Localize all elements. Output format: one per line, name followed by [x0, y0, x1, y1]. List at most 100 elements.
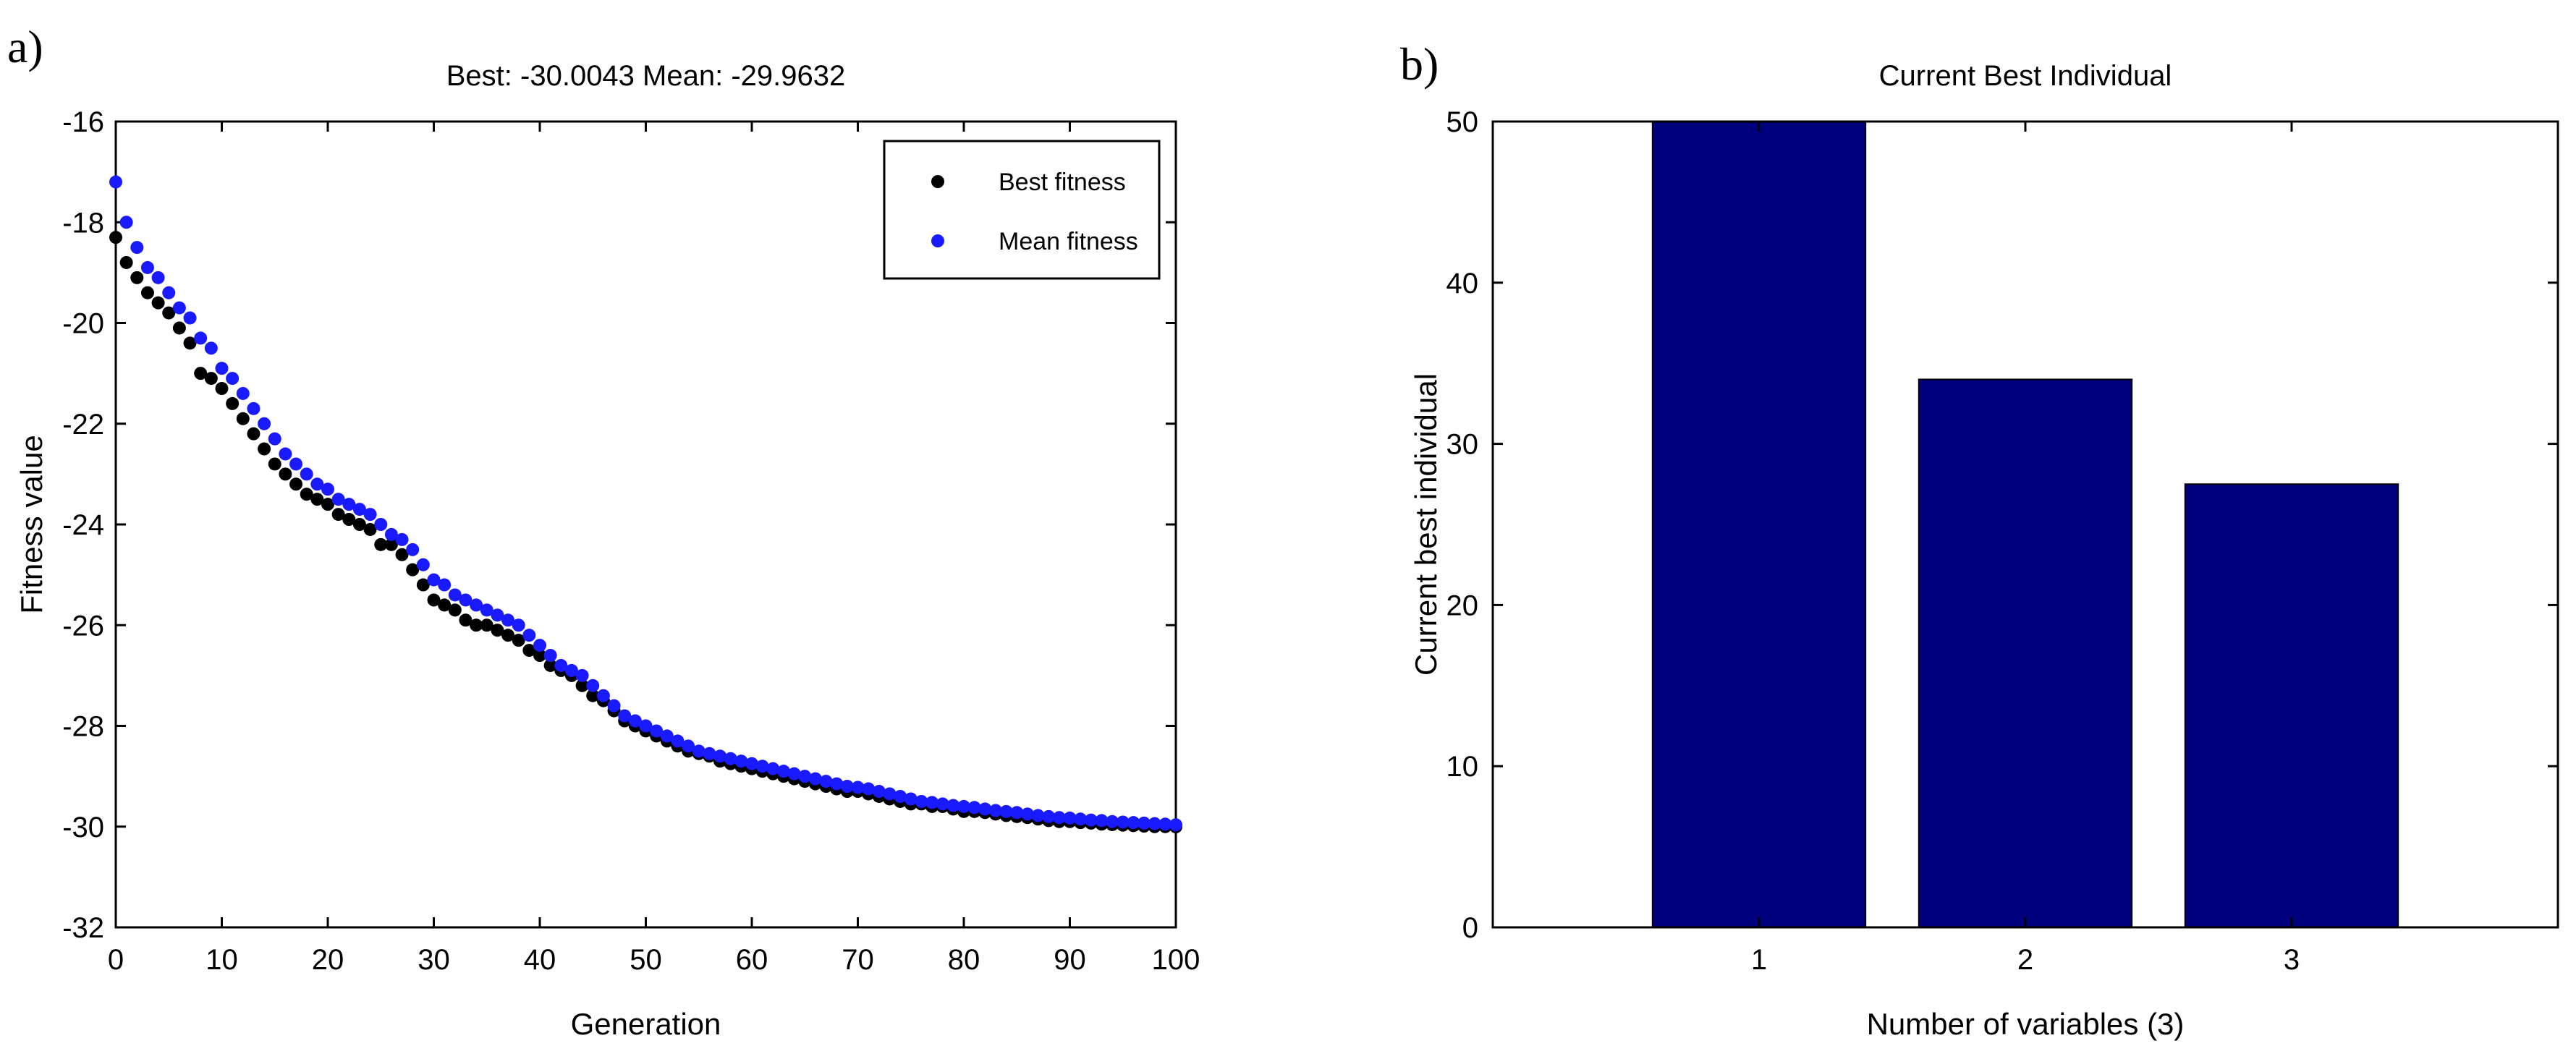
y-tick-label: -16 — [62, 106, 104, 138]
y-tick-label: -24 — [62, 509, 104, 541]
mean-fitness-point — [109, 175, 122, 189]
mean-fitness-point — [745, 757, 758, 770]
mean-fitness-point — [925, 796, 939, 809]
best-fitness-point — [363, 522, 377, 536]
mean-fitness-point — [522, 629, 536, 642]
x-tick-label: 2 — [2017, 944, 2033, 976]
best-fitness-point — [491, 624, 504, 637]
best-fitness-point — [395, 548, 409, 561]
fitness-chart-title: Best: -30.0043 Mean: -29.9632 — [446, 60, 845, 92]
y-tick-label: 40 — [1446, 268, 1479, 299]
mean-fitness-point — [1020, 807, 1034, 821]
best-fitness-point — [470, 618, 483, 632]
y-tick-label: 50 — [1446, 106, 1479, 138]
mean-fitness-point — [671, 734, 685, 748]
best-fitness-point — [204, 372, 218, 386]
mean-fitness-point — [851, 781, 865, 794]
mean-fitness-point — [724, 752, 737, 765]
best-fitness-point — [342, 513, 356, 527]
y-tick-label: 30 — [1446, 429, 1479, 461]
mean-fitness-point — [575, 668, 589, 682]
y-tick-label: 20 — [1446, 590, 1479, 621]
mean-fitness-point — [564, 663, 578, 677]
mean-fitness-point — [586, 679, 600, 692]
mean-fitness-point — [543, 649, 557, 663]
best-fitness-point — [384, 537, 398, 551]
mean-fitness-point — [321, 482, 334, 496]
bar-variable-3 — [2184, 483, 2399, 928]
mean-fitness-point — [776, 765, 790, 778]
mean-fitness-point — [618, 709, 632, 723]
best-fitness-point — [183, 336, 197, 350]
mean-fitness-point — [151, 271, 165, 284]
x-tick-label: 3 — [2284, 944, 2300, 976]
best-fitness-point — [194, 367, 208, 380]
y-tick-label: -30 — [62, 812, 104, 843]
best-fitness-point — [427, 593, 441, 607]
best-fitness-point — [501, 629, 515, 642]
x-tick-label: 80 — [948, 944, 980, 976]
mean-fitness-point — [650, 724, 664, 738]
fitness-points — [109, 175, 1182, 834]
mean-fitness-point — [374, 518, 388, 531]
mean-fitness-point — [967, 801, 981, 815]
mean-fitness-point — [798, 770, 812, 783]
mean-fitness-point — [172, 301, 186, 315]
y-tick-label: -28 — [62, 711, 104, 743]
mean-fitness-point — [183, 311, 197, 325]
mean-fitness-point — [215, 362, 229, 375]
mean-fitness-point — [342, 498, 356, 511]
mean-fitness-point — [162, 286, 176, 299]
mean-fitness-point — [978, 802, 992, 816]
best-fitness-point — [119, 255, 133, 269]
mean-fitness-point — [310, 477, 324, 491]
mean-fitness-point — [1010, 806, 1024, 820]
mean-fitness-point — [1031, 809, 1045, 822]
best-fitness-point — [416, 578, 430, 592]
best-fitness-point — [321, 498, 334, 511]
mean-fitness-point — [755, 760, 769, 773]
mean-fitness-point — [236, 386, 250, 400]
mean-fitness-point — [268, 432, 281, 446]
mean-fitness-point — [1042, 809, 1056, 823]
mean-fitness-point — [766, 762, 780, 775]
x-tick-label: 70 — [842, 944, 874, 976]
x-tick-label: 30 — [418, 944, 450, 976]
mean-fitness-point — [915, 794, 928, 808]
mean-fitness-point — [279, 447, 292, 461]
mean-fitness-point — [395, 532, 409, 546]
mean-fitness-point — [140, 260, 154, 274]
mean-fitness-point — [384, 527, 398, 541]
best-fitness-point — [331, 508, 345, 522]
y-tick-label: 0 — [1462, 912, 1478, 944]
mean-fitness-point — [1074, 812, 1088, 826]
mean-fitness-point — [554, 658, 568, 672]
mean-fitness-point — [1116, 815, 1130, 829]
panel-b-label: b) — [1400, 38, 1439, 90]
legend-box — [883, 140, 1161, 280]
mean-fitness-point — [830, 777, 844, 791]
mean-fitness-point — [596, 689, 610, 702]
x-tick-label: 60 — [736, 944, 768, 976]
mean-fitness-point — [692, 744, 706, 758]
best-fitness-point — [247, 427, 260, 441]
best-fitness-point — [215, 382, 229, 396]
mean-fitness-point — [416, 558, 430, 571]
mean-fitness-point — [1106, 815, 1119, 828]
mean-fitness-point — [258, 417, 271, 430]
y-tick-label: -32 — [62, 912, 104, 944]
legend-label-best: Best fitness — [999, 169, 1126, 196]
mean-fitness-point — [872, 785, 886, 799]
mean-fitness-point — [787, 767, 801, 781]
mean-fitness-point — [808, 772, 822, 786]
best-fitness-point — [289, 477, 303, 491]
mean-fitness-point — [459, 593, 473, 607]
mean-fitness-point — [660, 729, 674, 743]
mean-fitness-point — [480, 603, 493, 617]
best-fitness-point — [226, 396, 240, 410]
mean-fitness-point — [470, 598, 483, 612]
mean-fitness-point — [862, 782, 876, 796]
y-tick-label: -20 — [62, 308, 104, 340]
best-individual-chart-title: Current Best Individual — [1879, 60, 2172, 92]
